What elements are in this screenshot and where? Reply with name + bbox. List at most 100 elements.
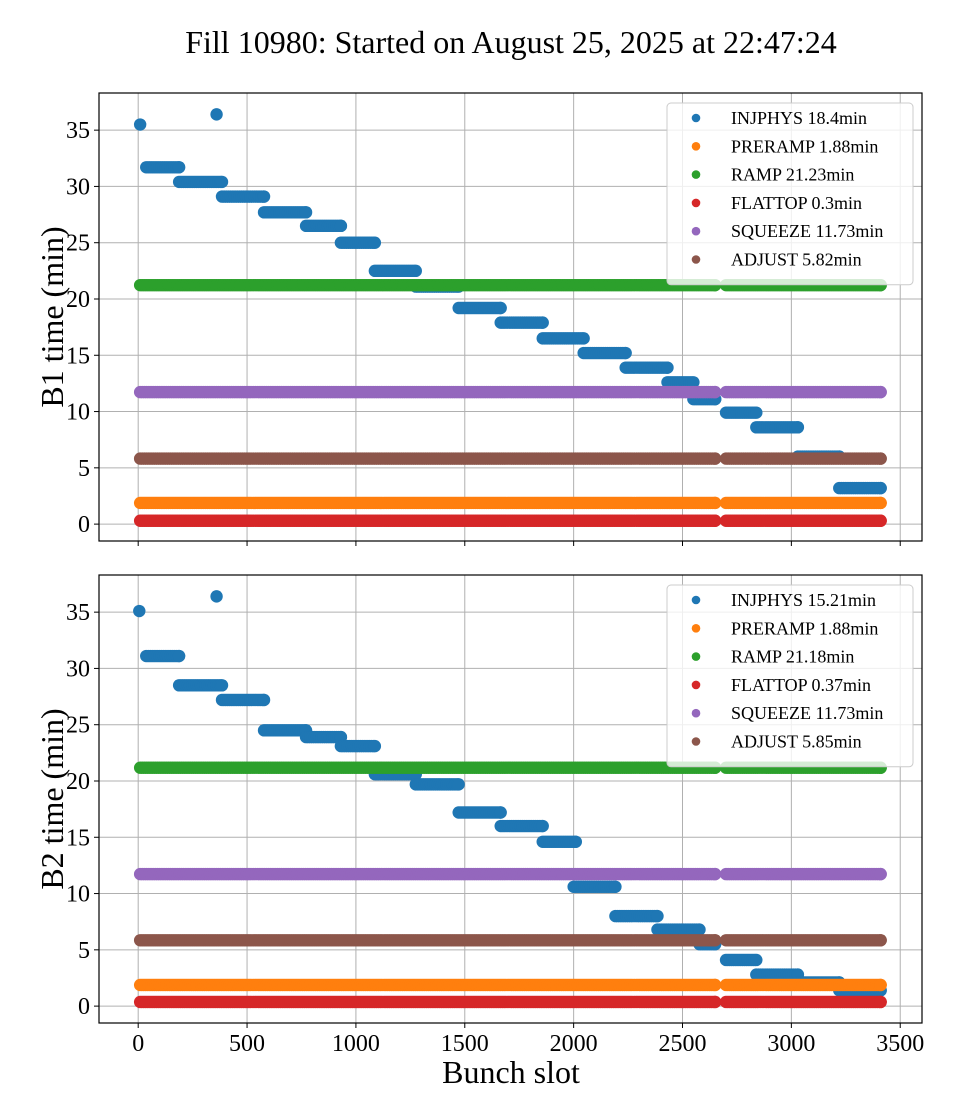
data-point bbox=[708, 867, 722, 881]
data-point bbox=[172, 161, 186, 174]
x-tick-label: 2500 bbox=[659, 1031, 707, 1057]
y-ticks-b1: 0 5 10 15 20 25 30 35 bbox=[66, 118, 99, 538]
scatter-block-squeeze bbox=[719, 867, 887, 881]
scatter-block-injphys bbox=[215, 693, 271, 707]
chart-title: Fill 10980: Started on August 25, 2025 a… bbox=[185, 24, 837, 60]
scatter-block-injphys bbox=[210, 108, 223, 121]
legend-b2: INJPHYS 15.21min PRERAMP 1.88min RAMP 21.1… bbox=[666, 584, 914, 768]
data-point bbox=[874, 452, 887, 465]
x-tick-label: 0 bbox=[132, 1031, 144, 1057]
data-point bbox=[661, 361, 674, 374]
data-point bbox=[536, 819, 549, 833]
scatter-block-squeeze bbox=[719, 385, 887, 399]
legend-label: ADJUST 5.85min bbox=[731, 732, 862, 752]
data-point bbox=[409, 264, 422, 278]
marks-b2 bbox=[133, 590, 887, 1009]
legend-item: PRERAMP 1.88min bbox=[691, 618, 878, 638]
y-tick-label: 20 bbox=[66, 287, 90, 313]
x-ticks-b2: 0 500 1000 1500 2000 2500 3000 3500 bbox=[132, 1023, 924, 1057]
scatter-block-injphys bbox=[172, 175, 229, 189]
legend-item: ADJUST 5.85min bbox=[691, 732, 862, 752]
scatter-block-squeeze bbox=[133, 385, 722, 399]
scatter-block-injphys bbox=[494, 819, 549, 833]
legend-label: ADJUST 5.82min bbox=[731, 250, 862, 270]
scatter-block-preramp bbox=[133, 496, 722, 510]
scatter-block-injphys bbox=[210, 590, 223, 603]
x-tick-label: 3500 bbox=[876, 1031, 924, 1057]
data-point bbox=[708, 934, 722, 947]
scatter-block-injphys bbox=[609, 909, 664, 923]
data-point bbox=[368, 739, 382, 753]
scatter-block-injphys bbox=[577, 346, 632, 360]
scatter-block-injphys bbox=[257, 206, 313, 219]
data-point bbox=[609, 880, 622, 893]
y-tick-label: 15 bbox=[66, 825, 90, 851]
scatter-block-adjust bbox=[719, 452, 887, 465]
legend-label: SQUEEZE 11.73min bbox=[731, 703, 883, 723]
x-tick-label: 1000 bbox=[332, 1031, 380, 1057]
scatter-block-injphys bbox=[172, 679, 229, 692]
data-point bbox=[133, 604, 146, 618]
legend-label: INJPHYS 15.21min bbox=[731, 590, 876, 610]
legend-label: PRERAMP 1.88min bbox=[731, 618, 878, 638]
data-point bbox=[334, 219, 348, 233]
legend-item: INJPHYS 18.4min bbox=[691, 108, 867, 128]
scatter-block-adjust bbox=[133, 452, 722, 465]
legend-marker-icon bbox=[691, 737, 701, 746]
legend-frame bbox=[666, 102, 914, 286]
x-tick-label: 1500 bbox=[441, 1031, 489, 1057]
legend-marker-icon bbox=[691, 226, 701, 236]
marks-b1 bbox=[133, 108, 887, 527]
data-point bbox=[750, 406, 763, 419]
scatter-block-injphys bbox=[368, 264, 422, 278]
data-point bbox=[133, 118, 147, 131]
y-tick-label: 20 bbox=[66, 769, 90, 795]
data-point bbox=[874, 385, 887, 399]
data-point bbox=[494, 806, 507, 819]
legend-label: SQUEEZE 11.73min bbox=[731, 221, 883, 241]
scatter-block-injphys bbox=[567, 880, 622, 893]
scatter-block-ramp bbox=[133, 278, 722, 292]
scatter-block-injphys bbox=[619, 361, 674, 374]
y-tick-label: 5 bbox=[78, 456, 90, 482]
scatter-block-injphys bbox=[334, 236, 382, 249]
scatter-block-injphys bbox=[140, 649, 186, 663]
data-point bbox=[708, 452, 722, 465]
axes-frame-b1 bbox=[98, 92, 923, 542]
data-point bbox=[172, 649, 186, 663]
data-point bbox=[874, 514, 887, 527]
scatter-block-ramp bbox=[133, 761, 722, 774]
scatter-block-injphys bbox=[536, 835, 583, 848]
data-point bbox=[708, 995, 722, 1009]
subplot-b2: 0 500 1000 1500 2000 2500 3000 3500 0 5 10 15 20 25 3… bbox=[34, 574, 924, 1057]
legend-item: SQUEEZE 11.73min bbox=[691, 703, 883, 723]
legend-item: RAMP 21.23min bbox=[691, 165, 854, 185]
data-point bbox=[651, 909, 664, 923]
scatter-block-injphys bbox=[719, 406, 763, 419]
data-point bbox=[791, 421, 805, 434]
scatter-block-injphys bbox=[536, 332, 590, 345]
y-axis-label-b1: B1 time (min) bbox=[34, 226, 70, 407]
scatter-block-flattop bbox=[719, 514, 887, 527]
scatter-block-squeeze bbox=[133, 867, 722, 881]
legend-marker-icon bbox=[691, 255, 701, 264]
legend-label: FLATTOP 0.37min bbox=[731, 675, 871, 695]
legend-marker-icon bbox=[691, 680, 701, 690]
legend-marker-icon bbox=[691, 708, 701, 718]
legend-item: INJPHYS 15.21min bbox=[691, 590, 876, 610]
legend-item: ADJUST 5.82min bbox=[691, 250, 862, 270]
data-point bbox=[874, 995, 887, 1009]
data-point bbox=[215, 175, 229, 189]
data-point bbox=[693, 923, 706, 936]
data-point bbox=[874, 978, 887, 992]
data-point bbox=[874, 934, 887, 947]
legend-item: RAMP 21.18min bbox=[691, 647, 854, 667]
y-tick-label: 25 bbox=[66, 713, 90, 739]
scatter-block-adjust bbox=[133, 934, 722, 947]
data-point bbox=[494, 301, 507, 315]
scatter-block-preramp bbox=[719, 978, 887, 992]
scatter-block-injphys bbox=[661, 376, 700, 389]
scatter-block-preramp bbox=[719, 496, 887, 510]
data-point bbox=[210, 108, 223, 121]
